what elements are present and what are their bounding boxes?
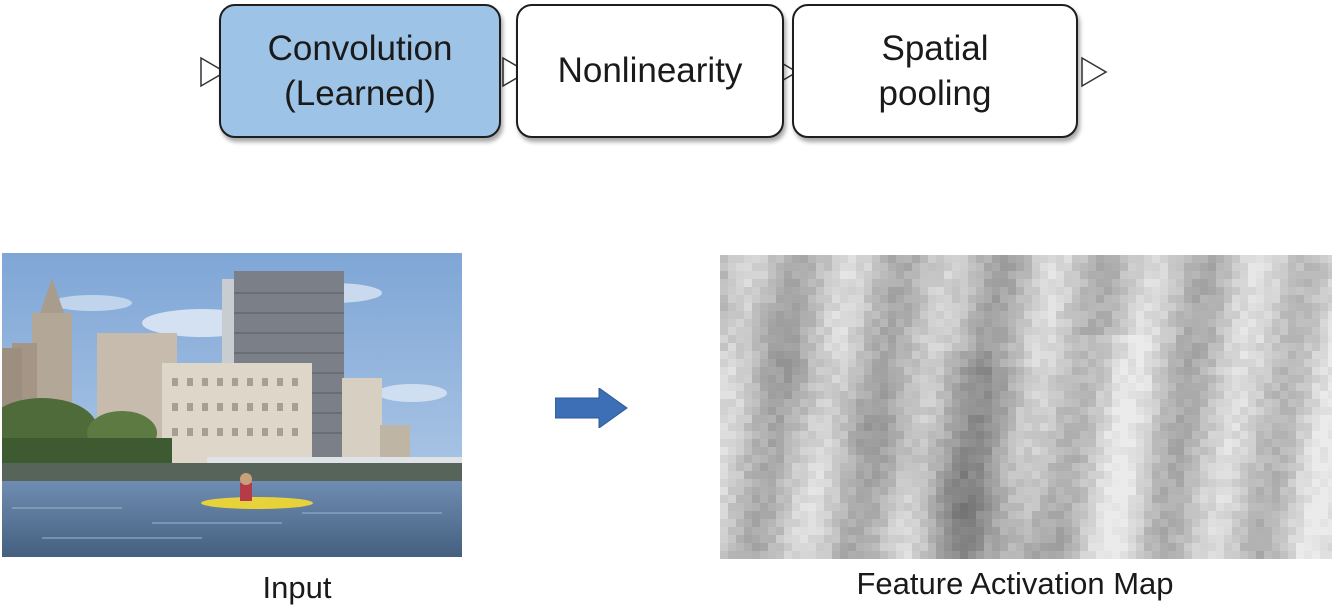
input-caption: Input: [262, 570, 332, 605]
stage-convolution: Convolution (Learned): [219, 4, 501, 138]
stage-spatial-pooling: Spatial pooling: [792, 4, 1078, 138]
connector-arrow-out: [1081, 56, 1108, 88]
stage-nonlinearity: Nonlinearity: [516, 4, 784, 138]
stage-spatial-pooling-label: Spatial pooling: [878, 28, 992, 114]
stage-nonlinearity-label: Nonlinearity: [557, 51, 743, 91]
stage-convolution-label: Convolution (Learned): [267, 28, 453, 114]
feature-activation-map: [720, 255, 1332, 559]
feature-map-caption: Feature Activation Map: [856, 566, 1174, 601]
activation-cells: [720, 255, 1332, 559]
input-image: [2, 253, 462, 557]
connector-arrow-in: [200, 56, 227, 88]
right-arrow-icon: [555, 388, 628, 428]
connector-arrow-1: [502, 56, 529, 88]
